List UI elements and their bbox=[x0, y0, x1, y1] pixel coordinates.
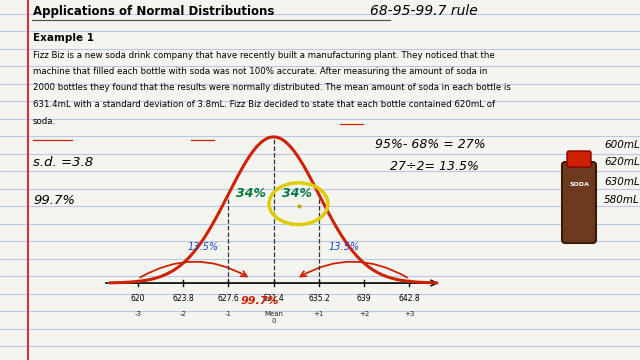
Text: Applications of Normal Distributions: Applications of Normal Distributions bbox=[33, 5, 275, 18]
Text: 580mL: 580mL bbox=[604, 195, 640, 205]
Text: Fizz Biz is a new soda drink company that have recently built a manufacturing pl: Fizz Biz is a new soda drink company tha… bbox=[33, 50, 495, 59]
Text: 600mL: 600mL bbox=[604, 140, 640, 150]
Text: 13.5%: 13.5% bbox=[188, 242, 219, 252]
Text: soda.: soda. bbox=[33, 117, 56, 126]
Text: 95%- 68% = 27%: 95%- 68% = 27% bbox=[375, 139, 486, 152]
FancyBboxPatch shape bbox=[567, 151, 591, 167]
Text: 99.7%: 99.7% bbox=[241, 296, 279, 306]
FancyBboxPatch shape bbox=[562, 162, 596, 243]
Text: 627.6: 627.6 bbox=[218, 294, 239, 303]
Text: 639: 639 bbox=[357, 294, 371, 303]
Text: machine that filled each bottle with soda was not 100% accurate. After measuring: machine that filled each bottle with sod… bbox=[33, 67, 488, 76]
Text: 623.8: 623.8 bbox=[172, 294, 194, 303]
Text: 620: 620 bbox=[131, 294, 145, 303]
Text: 631.4: 631.4 bbox=[263, 294, 284, 303]
Text: 99.7%: 99.7% bbox=[33, 194, 75, 207]
Text: 630mL: 630mL bbox=[604, 177, 640, 187]
Text: 34%: 34% bbox=[236, 187, 266, 200]
Text: 631.4mL with a standard deviation of 3.8mL. Fizz Biz decided to state that each : 631.4mL with a standard deviation of 3.8… bbox=[33, 100, 495, 109]
Text: Example 1: Example 1 bbox=[33, 33, 94, 43]
Text: 68-95-99.7 rule: 68-95-99.7 rule bbox=[370, 4, 477, 18]
Text: -1: -1 bbox=[225, 311, 232, 317]
Text: SODA: SODA bbox=[569, 183, 589, 188]
Text: 642.8: 642.8 bbox=[399, 294, 420, 303]
Text: 635.2: 635.2 bbox=[308, 294, 330, 303]
Text: s.d. =3.8: s.d. =3.8 bbox=[33, 156, 93, 168]
Text: 13.5%: 13.5% bbox=[328, 242, 360, 252]
Text: +3: +3 bbox=[404, 311, 415, 317]
Text: 620mL: 620mL bbox=[604, 157, 640, 167]
Text: Mean
0: Mean 0 bbox=[264, 311, 283, 324]
Text: 2000 bottles they found that the results were normally distributed. The mean amo: 2000 bottles they found that the results… bbox=[33, 84, 511, 93]
Text: 27÷2= 13.5%: 27÷2= 13.5% bbox=[390, 161, 479, 174]
Text: -2: -2 bbox=[180, 311, 186, 317]
Text: +1: +1 bbox=[314, 311, 324, 317]
Text: -3: -3 bbox=[134, 311, 141, 317]
Text: +2: +2 bbox=[359, 311, 369, 317]
Text: 34%: 34% bbox=[282, 187, 312, 200]
